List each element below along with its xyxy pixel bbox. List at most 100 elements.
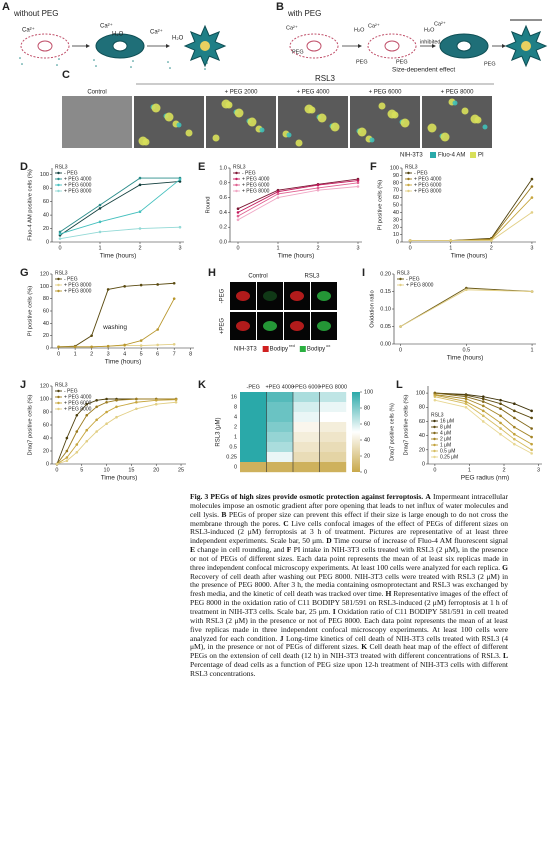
series-line (410, 197, 533, 241)
x-tick-label: 3 (530, 245, 533, 251)
cell-blob (142, 138, 150, 146)
data-point (276, 190, 280, 193)
heat-cell (240, 432, 267, 443)
y-tick-label: 60 (43, 308, 49, 314)
ion-dot (93, 59, 95, 61)
legend-marker (407, 177, 410, 181)
cell-blob (461, 107, 469, 115)
y-tick-label: 0 (422, 461, 425, 467)
y-tick-label: 40 (393, 210, 399, 216)
column-label: +PEG 4000 (265, 384, 294, 390)
y-tick-label: 40 (43, 435, 49, 441)
group-label: RSL3 (315, 74, 336, 83)
data-point (95, 399, 98, 402)
data-point (449, 239, 453, 242)
y-axis-label: Draq7 positive cells (%) (404, 394, 410, 455)
condition-label: + PEG 4000 (297, 90, 331, 96)
legend-text: + PEG 8000 (414, 188, 442, 194)
y-axis-label: PI positive cells (%) (378, 180, 384, 231)
diagram-label: H₂O (112, 32, 124, 38)
legend-text: - PEG (406, 276, 420, 282)
legend-title: RSL3 (55, 382, 68, 388)
diagram-label: Ca²⁺ (434, 20, 446, 27)
cell-blob (400, 118, 410, 128)
legend-marker (433, 455, 436, 459)
data-point (530, 435, 533, 439)
data-point (178, 178, 182, 181)
nucleus (384, 40, 400, 52)
legend-marker (57, 277, 60, 281)
y-tick-label: 60 (43, 422, 49, 428)
legend-text: - PEG (64, 276, 78, 282)
x-tick-label: 3 (178, 245, 181, 251)
data-point (481, 420, 485, 423)
series-line (59, 181, 181, 236)
x-tick-label: 0 (399, 347, 402, 353)
y-axis-label: Round (206, 196, 212, 213)
heat-cell (240, 422, 267, 433)
stained-cell (317, 321, 331, 331)
legend-text: 0.25 μM (440, 454, 458, 460)
heat-cell (293, 412, 320, 423)
legend-marker (57, 283, 60, 287)
x-tick-label: 0 (433, 467, 436, 473)
data-point (85, 413, 89, 417)
data-point (433, 395, 437, 398)
row-label: +PEG (220, 318, 226, 335)
legend-text: 8 μM (440, 424, 451, 430)
data-point (156, 328, 159, 331)
y-tick-label: 0.00 (380, 341, 391, 347)
y-tick-label: 100 (40, 284, 49, 290)
cell-blob (286, 132, 292, 138)
data-point (135, 400, 138, 404)
legend-text: + PEG 8000 (64, 282, 92, 288)
arrow-head (502, 44, 506, 48)
caption-bold: L (502, 651, 508, 661)
x-tick-label: 0 (236, 245, 239, 251)
diagram-label: H₂O (354, 27, 365, 33)
condition-label: + PEG 8000 (441, 90, 475, 96)
data-point (105, 397, 108, 401)
series-line (434, 396, 532, 451)
ion-dot (132, 60, 134, 62)
data-point (490, 239, 493, 242)
data-point (73, 345, 77, 349)
y-tick-label: 0.10 (380, 306, 391, 312)
x-tick-label: 8 (189, 351, 192, 357)
y-axis-label: Draq7 positive cells (%) (28, 394, 34, 455)
heat-cell (319, 422, 347, 433)
x-tick-label: 1 (276, 245, 279, 251)
y-tick-label: 0.2 (219, 225, 227, 231)
x-axis-label: Time (hours) (447, 355, 484, 362)
heat-cell (319, 452, 347, 463)
heat-cell (240, 392, 267, 403)
data-point (105, 400, 108, 404)
data-point (98, 220, 102, 224)
data-point (530, 409, 533, 413)
y-axis-label: RSL3 (μM) (216, 417, 222, 446)
legend-sup: red (289, 343, 295, 348)
legend-text: + PEG 6000 (64, 182, 92, 188)
data-point (530, 448, 533, 452)
condition-label: + PEG 6000 (369, 90, 403, 96)
row-label: 0.25 (226, 454, 237, 460)
data-point (138, 183, 142, 187)
heat-cell (293, 462, 320, 473)
heat-cell (293, 452, 320, 463)
data-point (65, 436, 69, 440)
row-label: 0.5 (229, 444, 237, 450)
legend-swatch (299, 346, 306, 352)
caption-text: Representative images of the effect of P… (190, 589, 508, 616)
data-point (236, 214, 240, 218)
colorbar-tick-label: 40 (364, 437, 370, 443)
x-tick-label: 0 (55, 467, 58, 473)
y-tick-label: 90 (393, 173, 399, 179)
legend-marker (433, 437, 436, 441)
x-tick-label: 6 (156, 351, 159, 357)
diagram-label: H₂O (424, 27, 435, 33)
data-point (499, 432, 502, 436)
stained-cell (236, 291, 250, 301)
legend-text: - PEG (64, 170, 78, 176)
